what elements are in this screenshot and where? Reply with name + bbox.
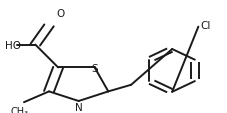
Text: Cl: Cl [200,21,210,31]
Text: CH₃: CH₃ [10,106,28,113]
Text: O: O [56,9,64,19]
Text: S: S [91,63,98,73]
Text: N: N [74,102,82,112]
Text: HO: HO [5,40,20,50]
